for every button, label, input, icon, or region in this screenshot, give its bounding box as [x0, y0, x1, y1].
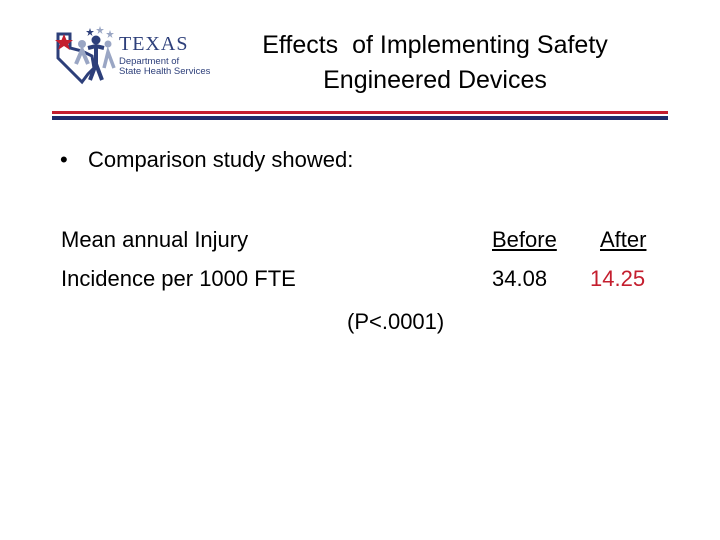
bullet-item: • Comparison study showed: [60, 145, 353, 175]
bullet-marker: • [60, 147, 68, 172]
title-divider-red [52, 111, 668, 114]
before-value: 34.08 [492, 266, 548, 291]
before-header: Before [492, 227, 557, 252]
texas-map-icon [55, 26, 116, 85]
title-line-2: Engineered Devices [323, 66, 547, 94]
after-header: After [600, 227, 647, 252]
bullet-text: Comparison study showed: [88, 147, 354, 172]
logo-dept-line1: Department of [119, 56, 180, 67]
measure-label-line-2: Incidence per 1000 FTE [61, 266, 296, 291]
logo-dept-line2: State Health Services [119, 66, 211, 77]
title-line-1: Effects of Implementing Safety [262, 31, 608, 59]
dshs-logo: TEXAS Department of State Health Service… [52, 24, 212, 86]
slide-title: Effects of Implementing Safety Engineere… [205, 28, 665, 98]
after-value: 14.25 [590, 266, 646, 291]
logo-state-text: TEXAS [119, 33, 189, 55]
title-divider-blue [52, 116, 668, 120]
measure-label-line-1: Mean annual Injury [61, 227, 249, 252]
p-value: (P<.0001) [347, 309, 445, 334]
